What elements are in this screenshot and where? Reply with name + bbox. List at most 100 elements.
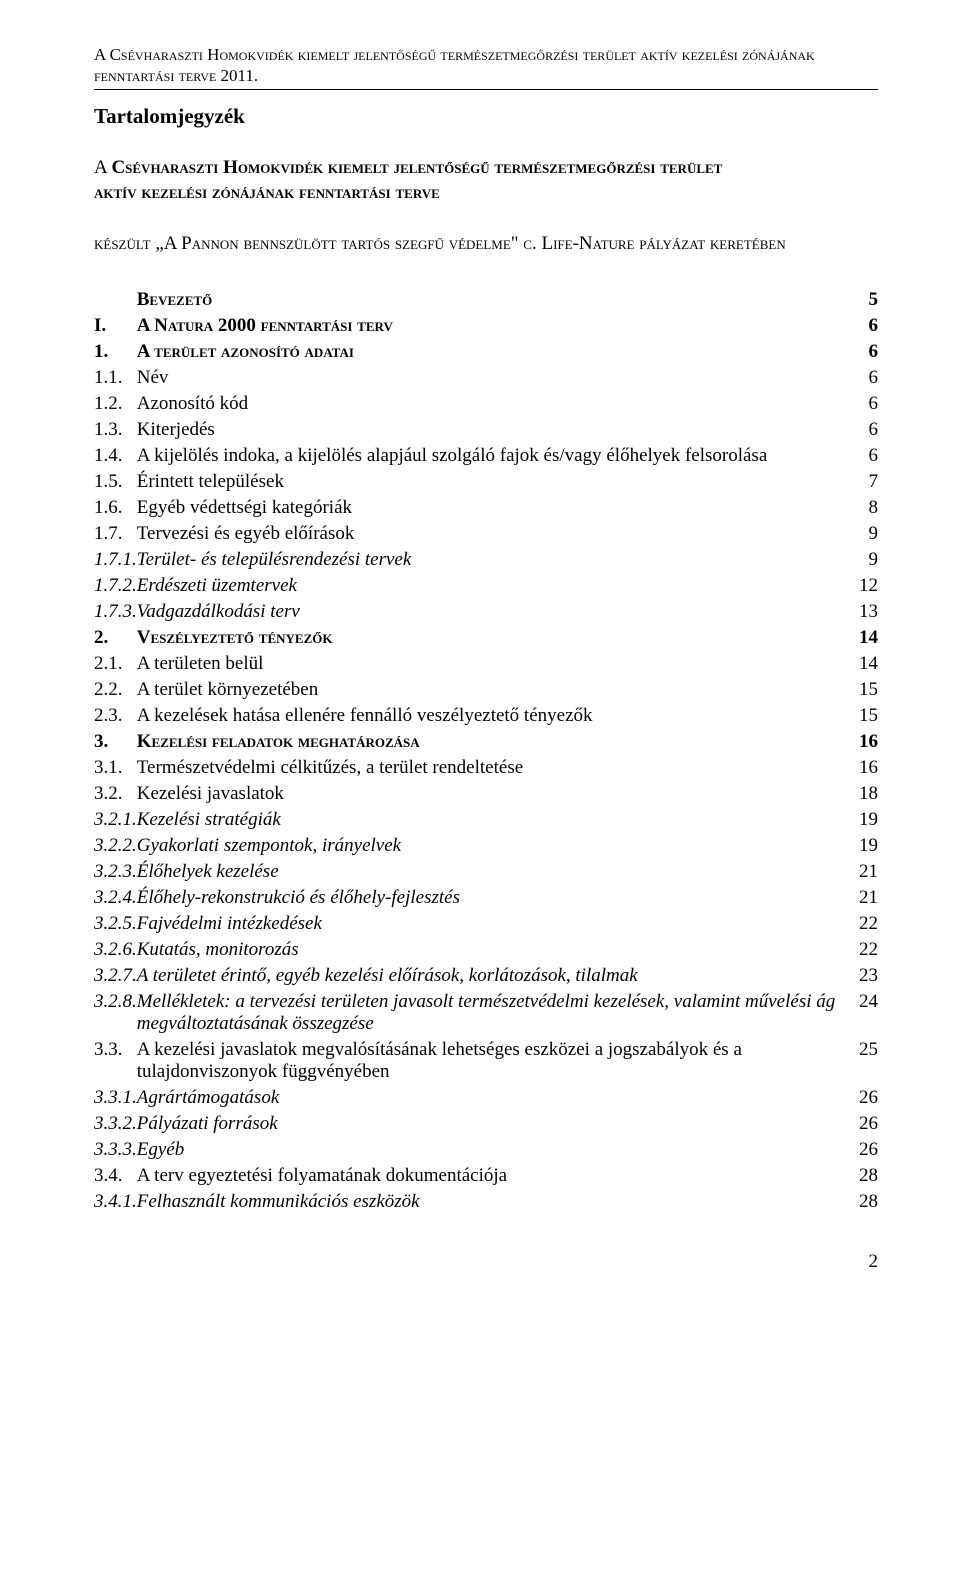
toc-row-label: Név — [137, 365, 842, 391]
document-title-block: A Csévharaszti Homokvidék kiemelt jelent… — [94, 155, 878, 258]
toc-row-page: 6 — [842, 391, 878, 417]
toc-row-label: Élőhelyek kezelése — [137, 859, 842, 885]
toc-heading: Tartalomjegyzék — [94, 104, 878, 129]
toc-row-number: 3.2.3. — [94, 859, 137, 885]
toc-row-page: 26 — [842, 1085, 878, 1111]
toc-row: 1.7.1.Terület- és településrendezési ter… — [94, 547, 878, 573]
toc-row-label: Pályázati források — [137, 1111, 842, 1137]
toc-row-label: Bevezető — [137, 287, 842, 313]
header-line-2: fenntartási terve 2011. — [94, 65, 878, 86]
toc-row-number: 1.3. — [94, 417, 137, 443]
toc-row-number — [94, 287, 137, 313]
toc-row-page: 14 — [842, 651, 878, 677]
toc-row: 2.1.A területen belül14 — [94, 651, 878, 677]
toc-row-number: 3.4. — [94, 1163, 137, 1189]
toc-row-label: A terület környezetében — [137, 677, 842, 703]
toc-row-label: A terv egyeztetési folyamatának dokument… — [137, 1163, 842, 1189]
toc-row-number: 2.3. — [94, 703, 137, 729]
toc-row-number: 3.2.8. — [94, 989, 137, 1037]
toc-row-number: 3.2.1. — [94, 807, 137, 833]
toc-row-page: 21 — [842, 859, 878, 885]
toc-row-label: A Natura 2000 fenntartási terv — [137, 313, 842, 339]
toc-row-page: 5 — [842, 287, 878, 313]
toc-row-page: 16 — [842, 729, 878, 755]
toc-row-label: Kezelési feladatok meghatározása — [137, 729, 842, 755]
toc-row-label: Kiterjedés — [137, 417, 842, 443]
toc-row: 3.2.6.Kutatás, monitorozás22 — [94, 937, 878, 963]
toc-row-page: 28 — [842, 1163, 878, 1189]
toc-row-label: A kezelési javaslatok megvalósításának l… — [137, 1037, 842, 1085]
toc-row-number: 3.1. — [94, 755, 137, 781]
toc-row-number: 2. — [94, 625, 137, 651]
toc-row: 2.3.A kezelések hatása ellenére fennálló… — [94, 703, 878, 729]
toc-row-number: 3.2.7. — [94, 963, 137, 989]
toc-row-number: 1.7.3. — [94, 599, 137, 625]
toc-row-number: 3.2.6. — [94, 937, 137, 963]
toc-row-number: 2.1. — [94, 651, 137, 677]
toc-row: 3.1.Természetvédelmi célkitűzés, a terül… — [94, 755, 878, 781]
toc-table: Bevezető5I.A Natura 2000 fenntartási ter… — [94, 287, 878, 1215]
toc-row-number: 3. — [94, 729, 137, 755]
toc-row-label: Természetvédelmi célkitűzés, a terület r… — [137, 755, 842, 781]
toc-row: 3.2.2.Gyakorlati szempontok, irányelvek1… — [94, 833, 878, 859]
header-line-1: A Csévharaszti Homokvidék kiemelt jelent… — [94, 44, 878, 65]
toc-row-page: 18 — [842, 781, 878, 807]
toc-row-label: A területet érintő, egyéb kezelési előír… — [137, 963, 842, 989]
toc-row-page: 24 — [842, 989, 878, 1037]
toc-row-number: 1.7.1. — [94, 547, 137, 573]
toc-row: 1.1.Név6 — [94, 365, 878, 391]
toc-row: 1.7.Tervezési és egyéb előírások9 — [94, 521, 878, 547]
toc-row-number: 1.1. — [94, 365, 137, 391]
toc-row-label: Fajvédelmi intézkedések — [137, 911, 842, 937]
toc-row-number: 3.2.2. — [94, 833, 137, 859]
toc-row: 2.2.A terület környezetében15 — [94, 677, 878, 703]
toc-row: 3.Kezelési feladatok meghatározása16 — [94, 729, 878, 755]
toc-row-label: Kezelési javaslatok — [137, 781, 842, 807]
toc-row: 3.2.5.Fajvédelmi intézkedések22 — [94, 911, 878, 937]
toc-row-number: 3.3. — [94, 1037, 137, 1085]
toc-row: 3.3.2.Pályázati források26 — [94, 1111, 878, 1137]
quote-line3b: „A Pannon bennszülött tartós szegfű véde… — [155, 233, 785, 254]
toc-row-page: 26 — [842, 1137, 878, 1163]
toc-row: Bevezető5 — [94, 287, 878, 313]
toc-row-label: Felhasznált kommunikációs eszközök — [137, 1189, 842, 1215]
toc-row-page: 15 — [842, 677, 878, 703]
toc-row-page: 16 — [842, 755, 878, 781]
toc-row-number: 3.2. — [94, 781, 137, 807]
toc-row-label: Gyakorlati szempontok, irányelvek — [137, 833, 842, 859]
toc-row-page: 28 — [842, 1189, 878, 1215]
toc-row-number: 2.2. — [94, 677, 137, 703]
toc-row-page: 6 — [842, 417, 878, 443]
toc-row-page: 14 — [842, 625, 878, 651]
toc-row: I.A Natura 2000 fenntartási terv6 — [94, 313, 878, 339]
toc-row: 1.7.2.Erdészeti üzemtervek12 — [94, 573, 878, 599]
toc-row-label: Veszélyeztető tényezők — [137, 625, 842, 651]
toc-row-number: 3.2.4. — [94, 885, 137, 911]
toc-row-label: Egyéb védettségi kategóriák — [137, 495, 842, 521]
toc-row-number: 1.2. — [94, 391, 137, 417]
quote-line2b: aktív kezelési zónájának fenntartási ter… — [94, 182, 440, 203]
toc-row-number: 1. — [94, 339, 137, 365]
toc-row-label: Kutatás, monitorozás — [137, 937, 842, 963]
toc-row-page: 9 — [842, 547, 878, 573]
toc-row-label: Élőhely-rekonstrukció és élőhely-fejlesz… — [137, 885, 842, 911]
toc-row: 3.2.3.Élőhelyek kezelése21 — [94, 859, 878, 885]
toc-row: 3.2.Kezelési javaslatok18 — [94, 781, 878, 807]
toc-row: 3.3.3.Egyéb26 — [94, 1137, 878, 1163]
toc-row-label: Érintett települések — [137, 469, 842, 495]
toc-row: 1.5.Érintett települések7 — [94, 469, 878, 495]
toc-row-page: 8 — [842, 495, 878, 521]
toc-row-label: A terület azonosító adatai — [137, 339, 842, 365]
toc-row-label: Terület- és településrendezési tervek — [137, 547, 842, 573]
toc-row: 3.2.8.Mellékletek: a tervezési területen… — [94, 989, 878, 1037]
toc-row-page: 26 — [842, 1111, 878, 1137]
toc-row: 3.4.A terv egyeztetési folyamatának doku… — [94, 1163, 878, 1189]
header-rule — [94, 89, 878, 90]
toc-row-page: 6 — [842, 339, 878, 365]
toc-row: 3.2.7.A területet érintő, egyéb kezelési… — [94, 963, 878, 989]
toc-row-number: I. — [94, 313, 137, 339]
toc-row: 1.6.Egyéb védettségi kategóriák8 — [94, 495, 878, 521]
toc-row-page: 22 — [842, 911, 878, 937]
toc-row-page: 15 — [842, 703, 878, 729]
toc-row-page: 23 — [842, 963, 878, 989]
